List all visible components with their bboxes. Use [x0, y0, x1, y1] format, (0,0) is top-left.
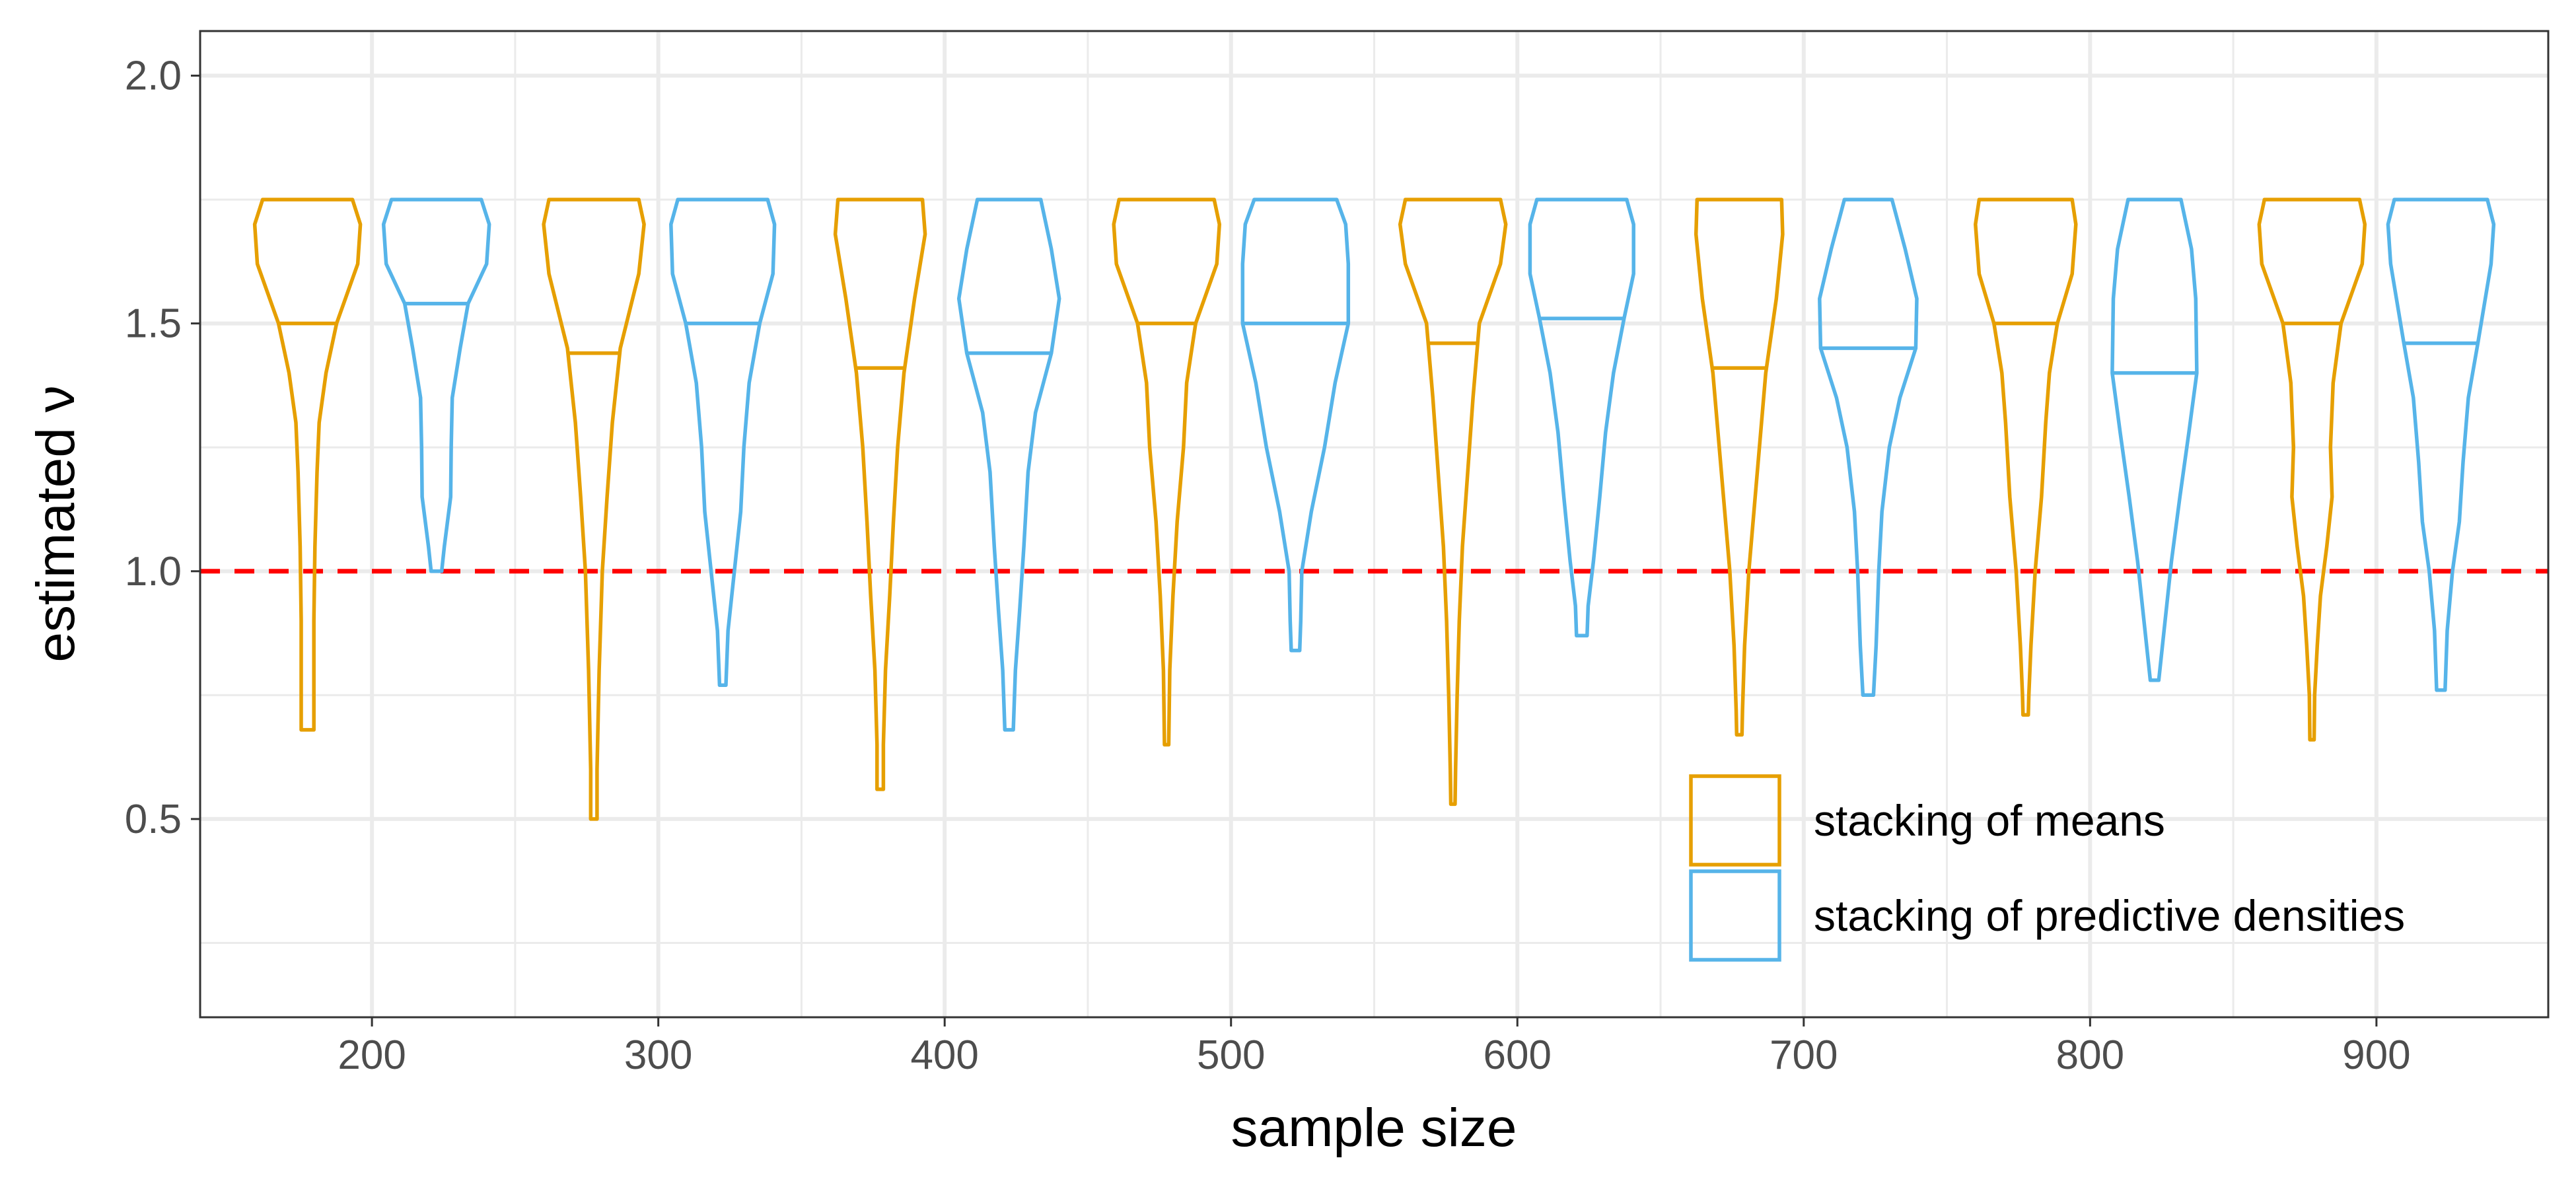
legend: stacking of means stacking of predictive …: [1689, 774, 2405, 962]
violin: [1398, 198, 1508, 807]
violin: [1240, 198, 1351, 653]
x-tick-label: 200: [338, 1032, 406, 1078]
plot-panel-border: [199, 30, 2550, 1019]
violin: [2257, 198, 2367, 742]
y-tick-label: 1.0: [125, 549, 182, 594]
legend-key: [1689, 869, 1781, 962]
y-axis: 0.5 1.0 1.5 2.0: [125, 54, 200, 842]
series-stacking-of-means: [252, 198, 2367, 821]
violin: [1694, 198, 1785, 737]
violin: [833, 198, 927, 791]
x-axis: 200 300 400 500 600 700 800 900: [338, 1017, 2411, 1078]
violin: [381, 198, 491, 573]
y-tick-label: 0.5: [125, 797, 182, 842]
x-tick-label: 400: [910, 1032, 978, 1078]
violin: [1818, 198, 1919, 698]
violin: [1112, 198, 1221, 747]
x-tick-label: 900: [2342, 1032, 2410, 1078]
x-tick-label: 500: [1197, 1032, 1265, 1078]
y-axis-title: estimated ν: [26, 385, 86, 662]
legend-key: [1689, 774, 1781, 867]
grid-minor-lines: [200, 31, 2548, 1017]
legend-label: stacking of predictive densities: [1814, 891, 2405, 940]
legend-label: stacking of means: [1814, 796, 2165, 845]
violin: [542, 198, 646, 821]
violin: [1528, 198, 1635, 638]
violin: [252, 198, 363, 732]
x-tick-label: 600: [1484, 1032, 1552, 1078]
y-tick-label: 2.0: [125, 54, 182, 99]
series-stacking-of-predictive-densities: [381, 198, 2496, 732]
x-tick-label: 800: [2056, 1032, 2124, 1078]
x-tick-label: 300: [624, 1032, 692, 1078]
x-tick-label: 700: [1770, 1032, 1838, 1078]
grid-major-lines: [200, 31, 2548, 1017]
x-axis-title: sample size: [1231, 1098, 1517, 1158]
y-tick-label: 1.5: [125, 301, 182, 347]
violin: [2110, 198, 2199, 682]
violin: [1974, 198, 2078, 717]
violin: [2386, 198, 2496, 692]
violins-layer: [252, 198, 2496, 821]
violin: [669, 198, 777, 688]
violin: [956, 198, 1061, 732]
